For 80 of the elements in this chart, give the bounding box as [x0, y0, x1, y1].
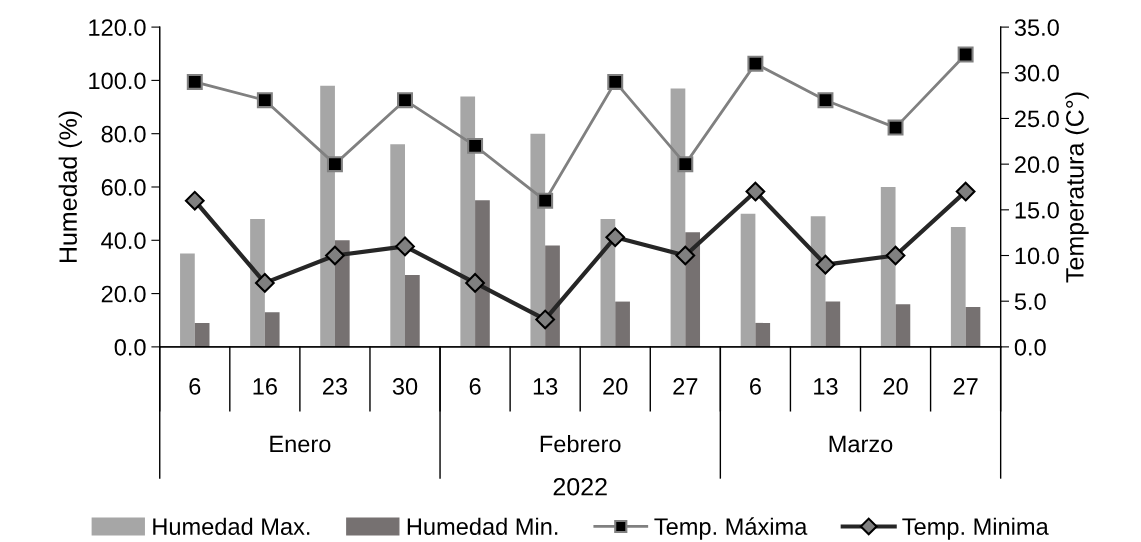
bar: [825, 301, 841, 347]
point: [397, 92, 413, 109]
x-tick-label: 6: [189, 378, 201, 395]
bar: [405, 274, 420, 347]
point: [395, 236, 415, 257]
point: [184, 190, 205, 211]
bar: [755, 322, 771, 347]
point: [465, 273, 485, 293]
x-tick-label: 13: [533, 378, 558, 395]
x-tick-label: 6: [750, 378, 761, 395]
point: [677, 156, 694, 173]
text: Marzo: [829, 435, 893, 453]
point: [957, 46, 974, 63]
text: Febrero: [540, 435, 621, 453]
x-tick-label: 13: [814, 378, 838, 395]
x-tick-label: 27: [673, 378, 698, 395]
point: [607, 73, 624, 90]
point: [815, 254, 836, 275]
point: [955, 181, 976, 202]
legend-label: Humedad Max.: [153, 517, 310, 535]
bar: [250, 218, 265, 347]
x-tick-label: 30: [392, 378, 418, 395]
point: [537, 192, 554, 209]
bar: [460, 96, 476, 347]
point: [256, 92, 273, 109]
y-tick-label: 100.0: [89, 72, 146, 90]
point: [605, 227, 626, 248]
bar: [740, 213, 756, 347]
y-tick-label: 40.0: [101, 232, 146, 250]
x-tick-label: 16: [253, 378, 277, 395]
y2-tick-label: 0.0: [1014, 338, 1046, 356]
y2-tick-label: 30.0: [1014, 64, 1059, 82]
bar: [264, 312, 280, 347]
y2-tick-label: 15.0: [1015, 201, 1059, 219]
x-tick-label: 6: [469, 378, 481, 395]
bar: [530, 133, 546, 347]
bar: [965, 306, 981, 347]
y2-tick-label: 25.0: [1015, 110, 1059, 128]
x-axis-title: 2022: [553, 477, 607, 496]
y-axis-title: Humedad (%): [58, 111, 82, 263]
bar: [180, 253, 195, 347]
point: [817, 92, 834, 109]
y2-tick-label: 10.0: [1015, 247, 1059, 265]
bar: [880, 186, 896, 347]
y-tick-label: 20.0: [101, 285, 146, 303]
y-tick-label: 60.0: [101, 179, 146, 196]
legend-label: Temp. Máxima: [654, 517, 808, 540]
x-tick-label: 23: [322, 378, 348, 395]
point: [675, 245, 696, 266]
point: [745, 181, 766, 202]
point: [325, 245, 345, 266]
y2-tick-label: 35.0: [1014, 19, 1059, 36]
y-tick-label: 80.0: [101, 125, 146, 143]
bar: [334, 240, 350, 347]
point: [254, 273, 275, 293]
bar: [615, 301, 630, 347]
bar: [895, 304, 911, 347]
x-tick-label: 20: [603, 378, 628, 395]
x-tick-label: 20: [883, 378, 908, 395]
bar: [475, 200, 490, 347]
point: [186, 73, 203, 90]
bar: [320, 85, 335, 347]
point: [326, 156, 343, 173]
y2-axis-title: Temperatura (C°): [1065, 92, 1089, 283]
bar: [950, 226, 966, 347]
bar: [390, 144, 406, 347]
point: [535, 309, 556, 330]
point: [467, 137, 484, 154]
legend-label: Temp. Minima: [902, 517, 1049, 540]
x-tick-label: 27: [953, 378, 978, 395]
y2-tick-label: 20.0: [1015, 156, 1059, 173]
point: [885, 245, 906, 266]
point: [887, 119, 904, 136]
y-tick-label: 120.0: [89, 19, 146, 36]
y-tick-label: 0.0: [114, 338, 146, 356]
point: [747, 55, 764, 72]
text: Enero: [270, 435, 331, 453]
y2-tick-label: 5.0: [1014, 293, 1046, 310]
legend-label: Humedad Min.: [407, 517, 558, 535]
bar: [194, 322, 210, 347]
